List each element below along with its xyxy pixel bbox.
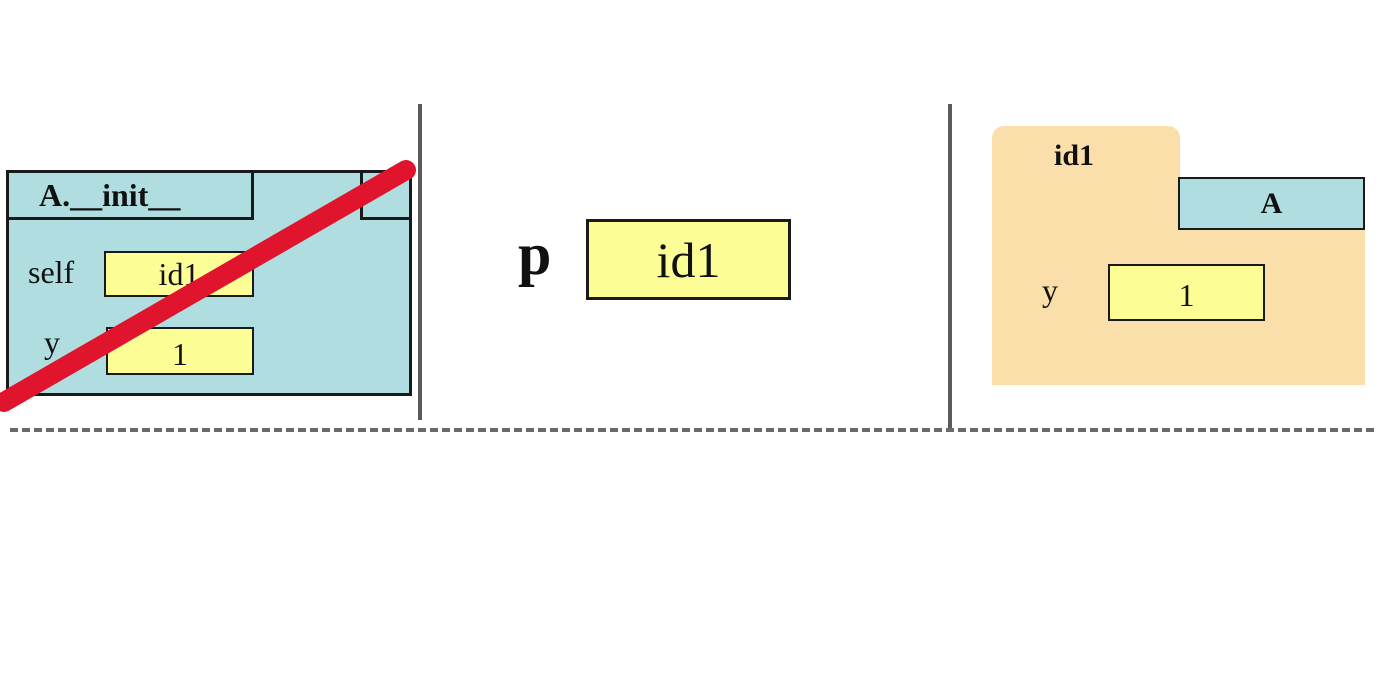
call-frame-title: A.__init__ (6, 170, 254, 220)
divider-frames-globals (418, 104, 422, 420)
folder-class-name: A (1178, 177, 1365, 230)
global-var-value: id1 (586, 219, 791, 300)
frame-var-value-y: 1 (106, 327, 254, 375)
global-var-label: p (518, 221, 552, 287)
frame-var-label-y: y (44, 324, 60, 360)
divider-globals-heap (948, 104, 952, 430)
frame-var-label-self: self (28, 254, 75, 290)
folder-field-value-y: 1 (1108, 264, 1265, 321)
frame-var-value-self: id1 (104, 251, 254, 297)
divider-dashed (10, 428, 1374, 432)
call-frame-counter-box (360, 170, 412, 220)
folder-id-label: id1 (1054, 139, 1095, 172)
folder-field-label-y: y (1042, 272, 1058, 308)
